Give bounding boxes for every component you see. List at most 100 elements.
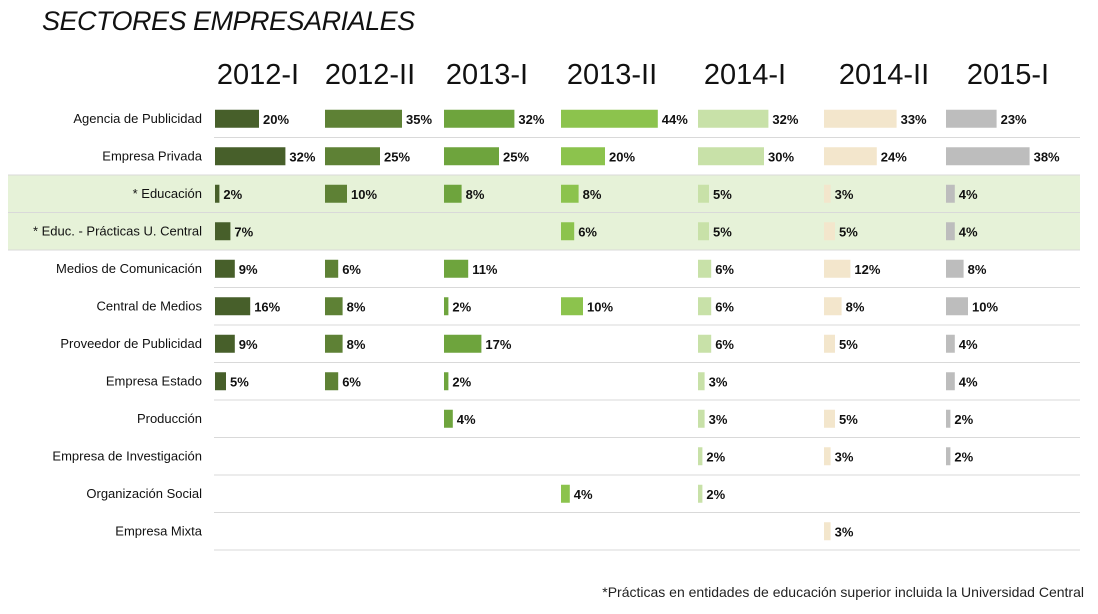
value-label: 20%: [609, 149, 635, 164]
value-label: 30%: [768, 149, 794, 164]
period-header: 2012-II: [325, 59, 415, 91]
value-label: 3%: [709, 374, 728, 389]
bar: [946, 109, 997, 128]
bar: [824, 109, 897, 128]
value-label: 4%: [959, 224, 978, 239]
value-label: 25%: [384, 149, 410, 164]
value-label: 4%: [959, 187, 978, 202]
value-label: 5%: [713, 224, 732, 239]
value-label: 17%: [485, 337, 511, 352]
value-label: 2%: [706, 487, 725, 502]
value-label: 2%: [452, 374, 471, 389]
value-label: 5%: [230, 374, 249, 389]
value-label: 5%: [839, 337, 858, 352]
period-header: 2012-I: [217, 59, 299, 91]
period-header: 2014-II: [839, 59, 929, 91]
bar: [215, 372, 226, 391]
value-label: 8%: [347, 337, 366, 352]
bar: [698, 222, 709, 241]
value-label: 2%: [954, 449, 973, 464]
bar: [444, 259, 469, 278]
category-label: Empresa de Investigación: [52, 448, 202, 463]
bar: [824, 334, 835, 353]
bar: [215, 222, 231, 241]
category-label: * Educ. - Prácticas U. Central: [33, 223, 202, 238]
bar: [444, 372, 449, 391]
bar: [698, 334, 712, 353]
value-label: 24%: [881, 149, 907, 164]
value-label: 5%: [839, 412, 858, 427]
bar: [824, 259, 851, 278]
value-label: 8%: [583, 187, 602, 202]
bar: [698, 372, 705, 391]
chart-title: SECTORES EMPRESARIALES: [42, 6, 415, 36]
bar: [946, 409, 951, 428]
value-label: 4%: [574, 487, 593, 502]
bar: [946, 297, 968, 316]
value-label: 38%: [1034, 149, 1060, 164]
value-label: 11%: [472, 262, 498, 277]
bar: [561, 109, 658, 128]
bar: [325, 184, 347, 203]
bar: [444, 184, 462, 203]
bar: [215, 334, 235, 353]
bar: [215, 184, 220, 203]
value-label: 2%: [452, 299, 471, 314]
highlight-band: [8, 175, 1080, 213]
bar: [824, 184, 831, 203]
bar: [698, 409, 705, 428]
bar: [946, 372, 955, 391]
bar: [698, 259, 712, 278]
bar: [444, 409, 453, 428]
bar: [698, 184, 709, 203]
value-label: 32%: [772, 112, 798, 127]
value-label: 8%: [968, 262, 987, 277]
value-label: 6%: [715, 262, 734, 277]
value-label: 35%: [406, 112, 432, 127]
bar: [561, 222, 575, 241]
category-label: Empresa Estado: [106, 373, 202, 388]
value-label: 5%: [839, 224, 858, 239]
period-header: 2013-II: [567, 59, 657, 91]
value-label: 3%: [709, 412, 728, 427]
bar: [946, 184, 955, 203]
bar: [215, 147, 286, 166]
value-label: 4%: [457, 412, 476, 427]
value-label: 20%: [263, 112, 289, 127]
value-label: 6%: [342, 262, 361, 277]
value-label: 6%: [715, 337, 734, 352]
bar: [946, 447, 951, 466]
bar: [325, 109, 402, 128]
value-label: 6%: [715, 299, 734, 314]
category-label: Organización Social: [86, 486, 202, 501]
category-label: Agencia de Publicidad: [73, 111, 202, 126]
category-label: Empresa Mixta: [115, 523, 202, 538]
bar: [444, 334, 482, 353]
value-label: 6%: [342, 374, 361, 389]
value-label: 10%: [972, 299, 998, 314]
value-label: 32%: [289, 149, 315, 164]
bar: [824, 147, 877, 166]
bar: [698, 147, 764, 166]
value-label: 16%: [254, 299, 280, 314]
value-label: 25%: [503, 149, 529, 164]
value-label: 2%: [706, 449, 725, 464]
value-label: 9%: [239, 337, 258, 352]
bar: [824, 222, 835, 241]
bar: [325, 259, 339, 278]
highlight-band: [8, 212, 1080, 250]
value-label: 3%: [835, 187, 854, 202]
bar: [561, 297, 583, 316]
value-label: 9%: [239, 262, 258, 277]
value-label: 10%: [587, 299, 613, 314]
bar: [824, 522, 831, 541]
category-label: * Educación: [133, 186, 202, 201]
category-label: Producción: [137, 411, 202, 426]
value-label: 8%: [347, 299, 366, 314]
category-label: Empresa Privada: [102, 148, 202, 163]
category-label: Medios de Comunicación: [56, 261, 202, 276]
value-label: 12%: [854, 262, 880, 277]
value-label: 8%: [466, 187, 485, 202]
category-label: Central de Medios: [97, 298, 203, 313]
